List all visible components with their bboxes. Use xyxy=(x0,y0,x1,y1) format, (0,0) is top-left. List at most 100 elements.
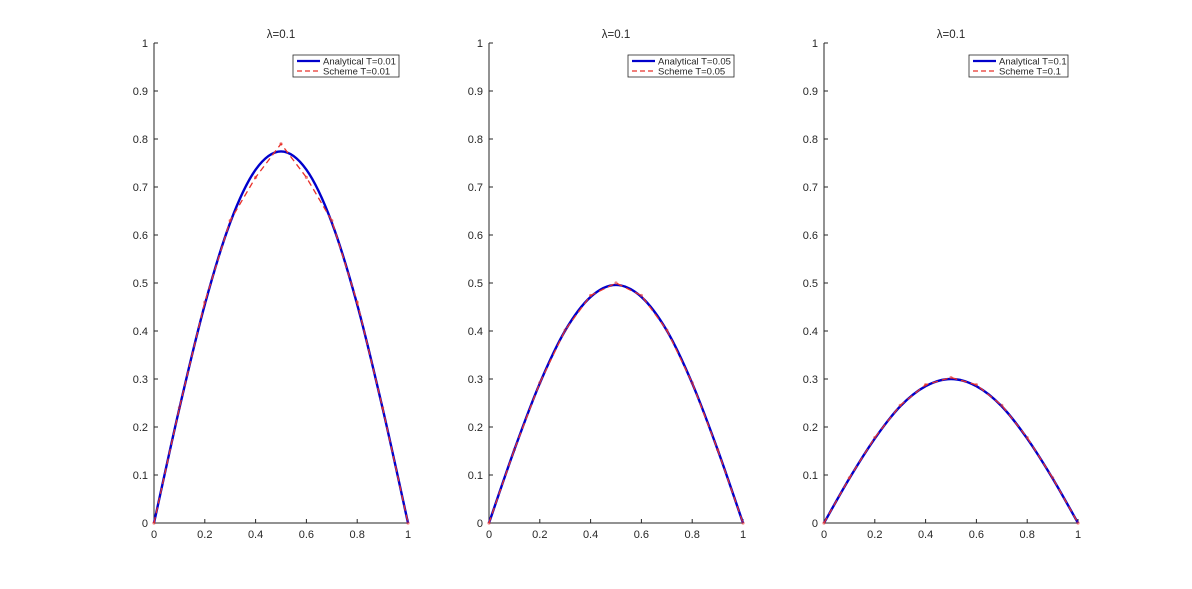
y-tick-label: 0.3 xyxy=(468,374,483,386)
chart-title: λ=0.1 xyxy=(937,29,965,41)
y-tick-label: 0.5 xyxy=(133,278,148,290)
scheme-data-point xyxy=(563,328,567,332)
analytical-series-line xyxy=(152,150,410,524)
y-tick-label: 0.7 xyxy=(468,182,483,194)
x-tick-label: 0.6 xyxy=(969,529,984,541)
y-tick-label: 0.1 xyxy=(133,470,148,482)
y-tick-label: 0.9 xyxy=(133,86,148,98)
scheme-data-point xyxy=(512,447,517,452)
scheme-data-point xyxy=(974,383,979,387)
x-tick-label: 1 xyxy=(405,529,411,541)
scheme-data-point xyxy=(1025,435,1029,440)
x-tick-label: 0.4 xyxy=(918,529,933,541)
y-tick-label: 0.4 xyxy=(133,326,148,338)
scheme-data-point xyxy=(924,383,928,387)
y-tick-label: 0.4 xyxy=(468,326,483,338)
scheme-data-point xyxy=(254,175,258,179)
y-tick-label: 0.2 xyxy=(468,422,483,434)
x-tick-label: 0.2 xyxy=(197,529,212,541)
y-tick-label: 1 xyxy=(477,38,483,50)
scheme-data-point xyxy=(304,175,308,179)
scheme-data-point xyxy=(1051,476,1055,480)
x-tick-label: 0.2 xyxy=(532,529,547,541)
y-tick-label: 0.9 xyxy=(468,86,483,98)
x-tick-label: 0 xyxy=(821,529,827,541)
analytical-series-line xyxy=(487,283,745,524)
legend-label: Scheme T=0.1 xyxy=(999,67,1061,78)
scheme-data-point xyxy=(381,406,385,410)
y-tick-label: 0.6 xyxy=(133,230,148,242)
scheme-data-point xyxy=(873,435,877,440)
legend-label: Analytical T=0.05 xyxy=(658,57,731,68)
x-tick-label: 0.6 xyxy=(634,529,649,541)
scheme-data-point xyxy=(228,219,232,223)
scheme-data-point xyxy=(487,521,491,525)
y-tick-label: 0.2 xyxy=(803,422,818,434)
scheme-data-point xyxy=(177,406,181,410)
chart-panel-1: 0 0.2 0.4 0.6 0.8 1 0 0.1 0.2 0.3 0.4 0.5 0.6 0.7 0.8 0… xyxy=(133,29,411,541)
chart-panel-2: 0 0.2 0.4 0.6 0.8 1 0 0.1 0.2 0.3 0.4 0.5 0.6 0.7 0.8 0… xyxy=(468,29,746,541)
y-tick-label: 0.2 xyxy=(133,422,148,434)
legend-label: Analytical T=0.1 xyxy=(999,57,1067,68)
y-tick-label: 0.5 xyxy=(803,278,818,290)
y-tick-label: 0.6 xyxy=(803,230,818,242)
scheme-series-line xyxy=(153,143,409,524)
x-tick-label: 0.8 xyxy=(685,529,700,541)
y-tick-label: 0.6 xyxy=(468,230,483,242)
x-tick-label: 1 xyxy=(740,529,746,541)
scheme-data-point xyxy=(589,293,593,298)
y-tick-label: 0 xyxy=(477,518,483,530)
y-tick-label: 0 xyxy=(142,518,148,530)
x-tick-label: 0.8 xyxy=(1020,529,1035,541)
y-tick-label: 0.1 xyxy=(803,470,818,482)
scheme-data-point xyxy=(203,300,207,304)
chart-panel-3: 0 0.2 0.4 0.6 0.8 1 0 0.1 0.2 0.3 0.4 0.5 0.6 0.7 0.8 0… xyxy=(803,29,1081,541)
y-tick-label: 0.8 xyxy=(468,134,483,146)
scheme-data-point xyxy=(690,381,694,385)
x-tick-label: 1 xyxy=(1075,529,1081,541)
x-tick-label: 0.6 xyxy=(299,529,314,541)
scheme-data-point xyxy=(614,281,618,285)
y-tick-label: 0.3 xyxy=(133,374,148,386)
x-tick-label: 0 xyxy=(151,529,157,541)
y-tick-label: 0.3 xyxy=(803,374,818,386)
legend-label: Scheme T=0.01 xyxy=(323,67,390,78)
y-tick-label: 0 xyxy=(812,518,818,530)
scheme-data-point xyxy=(716,447,720,452)
scheme-data-point xyxy=(665,328,669,332)
scheme-data-point xyxy=(152,521,156,525)
y-tick-label: 1 xyxy=(812,38,818,50)
scheme-data-point xyxy=(406,521,410,525)
y-tick-label: 0.8 xyxy=(133,134,148,146)
y-tick-label: 0.7 xyxy=(133,182,148,194)
y-tick-label: 0.9 xyxy=(803,86,818,98)
y-tick-label: 0.1 xyxy=(468,470,483,482)
x-tick-label: 0.8 xyxy=(350,529,365,541)
scheme-series-line xyxy=(488,282,744,524)
legend-label: Scheme T=0.05 xyxy=(658,67,725,78)
y-tick-label: 0.5 xyxy=(468,278,483,290)
scheme-data-point xyxy=(822,521,826,525)
x-tick-label: 0.2 xyxy=(867,529,882,541)
y-tick-label: 0.4 xyxy=(803,326,818,338)
scheme-data-point xyxy=(538,381,542,385)
analytical-series-line xyxy=(822,377,1080,524)
x-tick-label: 0.4 xyxy=(248,529,263,541)
legend-label: Analytical T=0.01 xyxy=(323,57,396,68)
y-tick-label: 0.8 xyxy=(803,134,818,146)
scheme-data-point xyxy=(898,403,902,407)
chart-title: λ=0.1 xyxy=(267,29,295,41)
scheme-data-point xyxy=(355,300,359,304)
scheme-data-point xyxy=(949,375,953,380)
y-tick-label: 1 xyxy=(142,38,148,50)
scheme-data-point xyxy=(279,142,283,146)
scheme-data-point xyxy=(639,293,644,298)
scheme-data-point xyxy=(1076,521,1080,525)
scheme-data-point xyxy=(741,521,745,525)
x-tick-label: 0.4 xyxy=(583,529,598,541)
x-tick-label: 0 xyxy=(486,529,492,541)
